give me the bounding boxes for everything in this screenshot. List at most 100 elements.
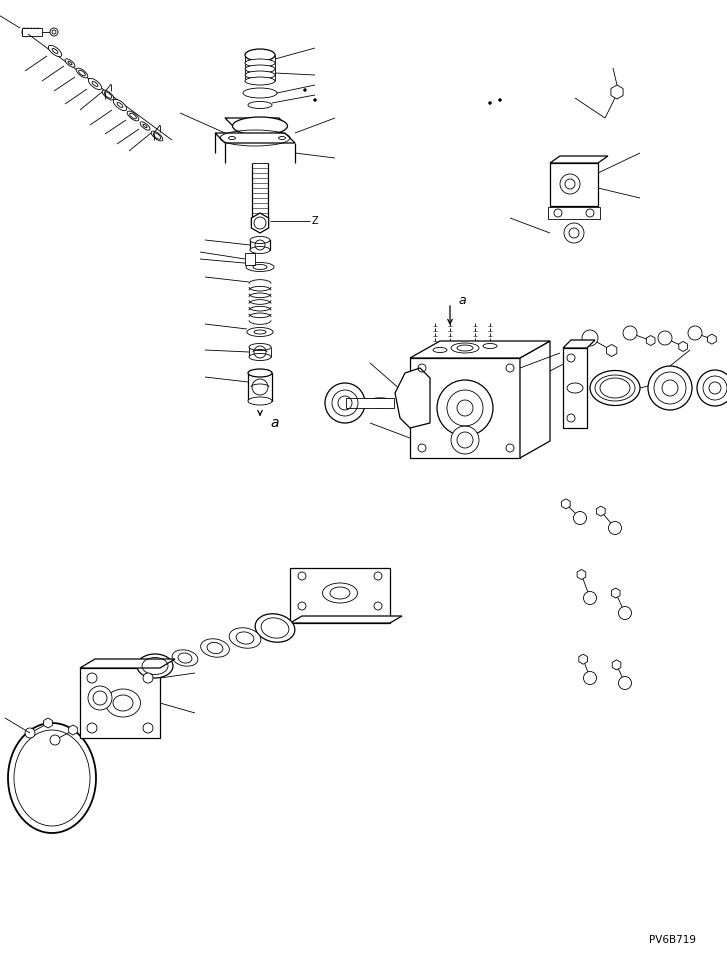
Circle shape [619,606,632,620]
Ellipse shape [103,90,114,100]
Circle shape [560,174,580,194]
Circle shape [499,99,502,102]
Circle shape [313,99,316,102]
Ellipse shape [255,614,295,642]
Polygon shape [520,341,550,458]
Ellipse shape [249,354,271,360]
Bar [245,253,255,265]
Ellipse shape [246,262,274,271]
Polygon shape [577,569,586,580]
Polygon shape [611,85,623,99]
Polygon shape [290,616,402,623]
Circle shape [574,512,587,524]
Circle shape [451,426,479,454]
Bar [22,28,42,36]
Ellipse shape [76,68,88,78]
Circle shape [582,330,598,346]
Polygon shape [68,725,77,735]
Ellipse shape [140,122,150,130]
Polygon shape [561,499,570,509]
Ellipse shape [201,639,229,657]
Bar [346,398,394,408]
Ellipse shape [346,398,374,408]
Ellipse shape [113,100,126,110]
Polygon shape [563,348,587,428]
Ellipse shape [247,328,273,336]
Circle shape [608,521,622,535]
Polygon shape [606,345,616,356]
Polygon shape [290,568,390,623]
Ellipse shape [33,28,36,36]
Ellipse shape [105,689,140,717]
Polygon shape [597,506,605,516]
Text: a: a [458,293,465,307]
Polygon shape [252,213,269,233]
Circle shape [254,217,266,229]
Polygon shape [550,163,598,206]
Ellipse shape [248,397,272,405]
Ellipse shape [248,102,272,108]
Circle shape [437,380,493,436]
Circle shape [489,102,491,104]
Circle shape [88,686,112,710]
Ellipse shape [366,398,394,408]
Polygon shape [550,156,608,163]
Circle shape [143,673,153,683]
Circle shape [688,326,702,340]
Polygon shape [225,118,287,126]
Ellipse shape [137,654,173,678]
Ellipse shape [233,117,287,135]
Polygon shape [646,335,655,346]
Ellipse shape [243,88,277,98]
Circle shape [25,728,35,738]
Ellipse shape [245,49,275,61]
Circle shape [564,223,584,243]
Polygon shape [679,341,688,352]
Polygon shape [579,654,587,664]
Ellipse shape [65,58,75,67]
Circle shape [325,383,365,423]
Polygon shape [80,659,175,668]
Circle shape [623,326,637,340]
Ellipse shape [36,28,40,36]
Ellipse shape [249,344,271,351]
Ellipse shape [250,246,270,254]
Circle shape [584,591,596,604]
Text: PV6B719: PV6B719 [648,935,696,945]
Ellipse shape [245,65,275,73]
Circle shape [584,672,596,685]
Circle shape [87,723,97,733]
Ellipse shape [8,723,96,833]
Ellipse shape [250,237,270,243]
Bar [248,373,272,401]
Ellipse shape [245,59,275,67]
Ellipse shape [22,28,26,36]
Polygon shape [44,718,52,728]
Circle shape [87,673,97,683]
Text: Z: Z [312,216,318,226]
Circle shape [303,88,307,92]
Ellipse shape [127,111,139,121]
Ellipse shape [29,28,33,36]
Polygon shape [395,368,430,428]
Circle shape [143,723,153,733]
Circle shape [50,28,58,36]
Polygon shape [548,207,600,219]
Circle shape [619,676,632,690]
Ellipse shape [89,79,102,90]
Polygon shape [707,334,716,344]
Circle shape [648,366,692,410]
Circle shape [697,370,727,406]
Polygon shape [80,668,160,738]
Ellipse shape [229,627,261,649]
Polygon shape [215,133,295,143]
Polygon shape [612,660,621,670]
Circle shape [50,735,60,745]
Ellipse shape [245,77,275,85]
Polygon shape [563,340,595,348]
Polygon shape [410,358,520,458]
Ellipse shape [245,71,275,79]
Ellipse shape [48,45,62,57]
Bar [250,240,270,250]
Polygon shape [410,341,550,358]
